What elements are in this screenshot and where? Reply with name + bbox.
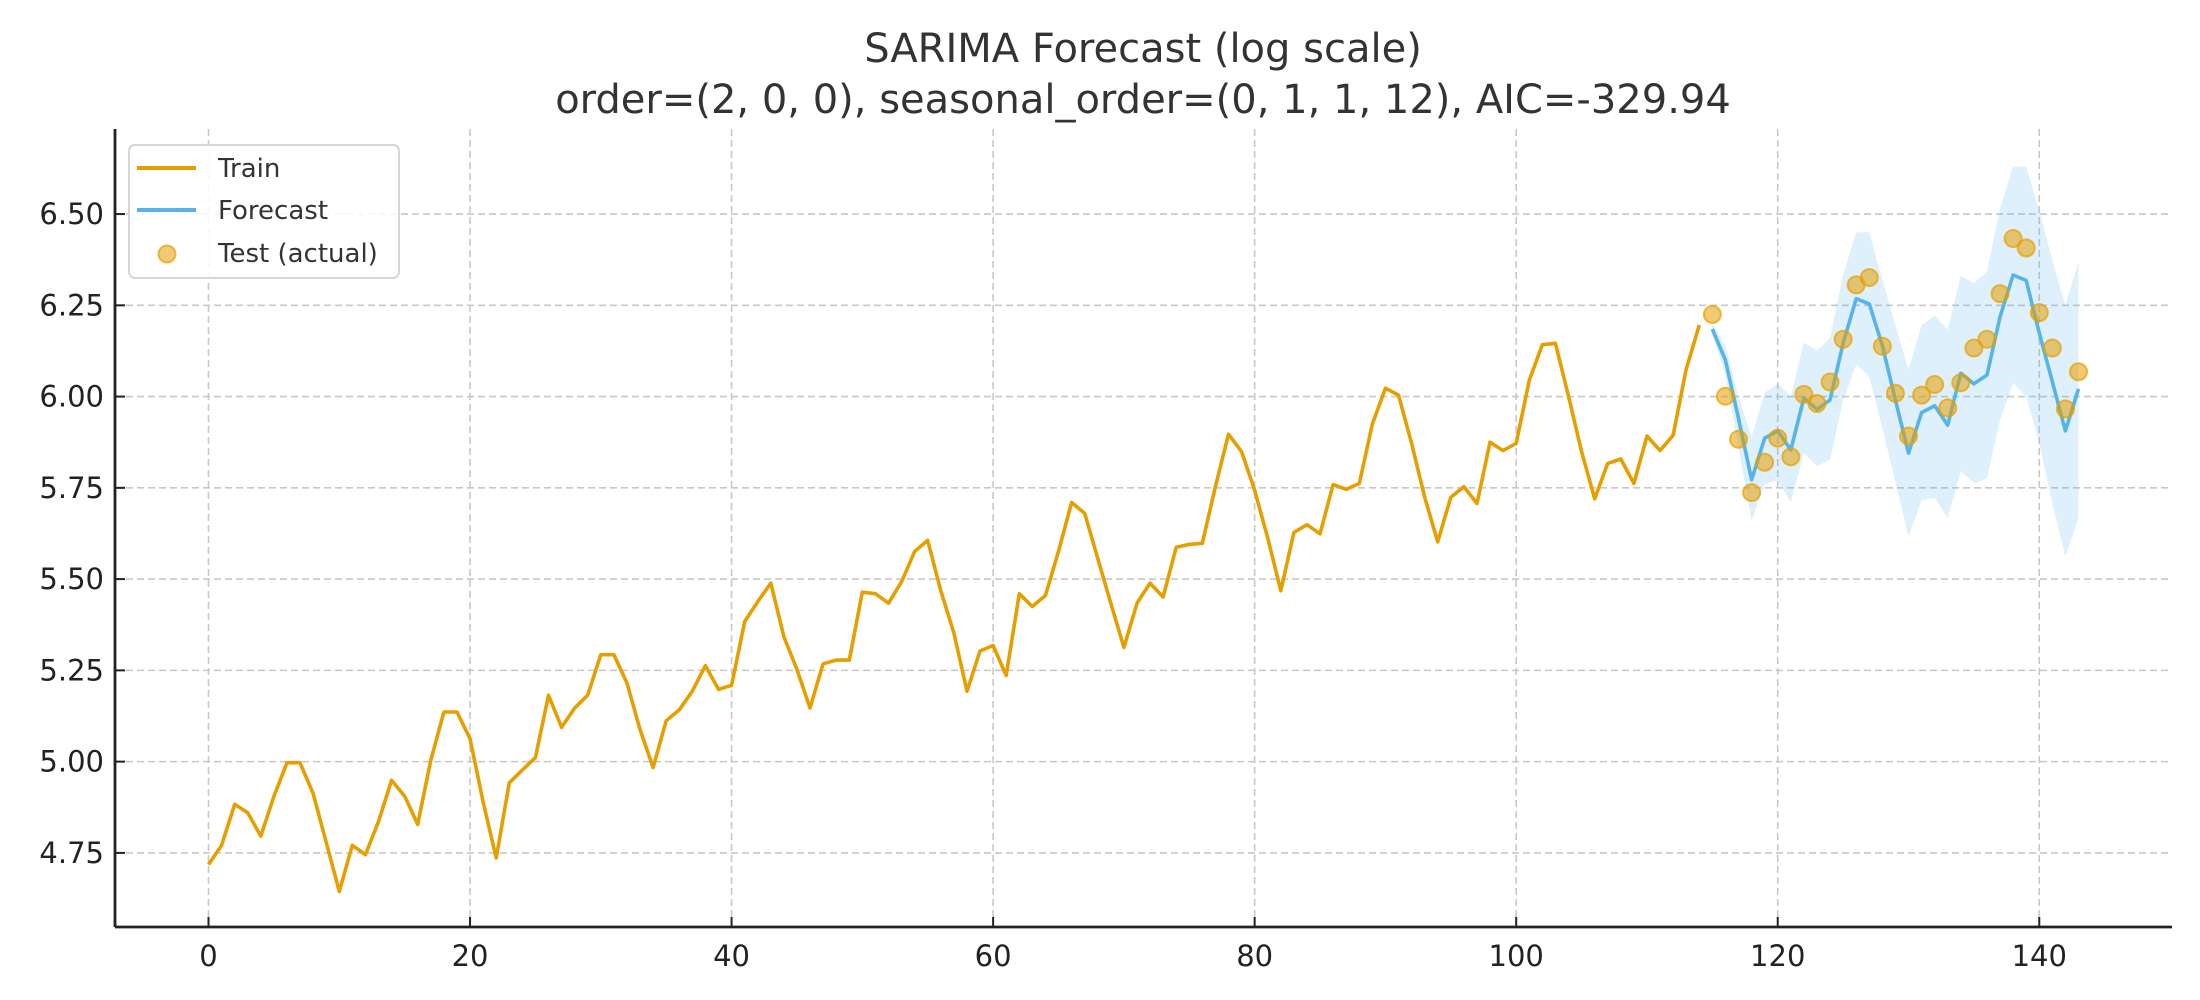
- test-point: [1742, 483, 1762, 503]
- legend-test-marker: [157, 244, 177, 264]
- x-tick-label: 0: [199, 939, 217, 973]
- y-tick-label: 6.25: [39, 288, 104, 322]
- test-point: [1951, 373, 1971, 393]
- test-points: [1702, 229, 2088, 503]
- test-point: [1715, 386, 1735, 406]
- test-point: [1872, 336, 1892, 356]
- y-tick-label: 5.50: [39, 562, 104, 596]
- test-point: [1768, 428, 1788, 448]
- train-line: [207, 324, 1702, 894]
- grid: [115, 129, 2172, 927]
- legend: Train Forecast Test (actual): [128, 144, 400, 279]
- test-point: [1977, 329, 1997, 349]
- x-tick-label: 100: [1489, 939, 1544, 973]
- chart-title: SARIMA Forecast (log scale): [864, 26, 1422, 72]
- test-point: [1833, 329, 1853, 349]
- legend-box: [128, 144, 400, 279]
- test-point: [1729, 429, 1748, 449]
- test-point: [1781, 447, 1801, 467]
- x-tick-label: 80: [1236, 939, 1273, 973]
- x-tick-label: 60: [975, 939, 1012, 973]
- test-point: [1899, 426, 1918, 446]
- forecast-interval-band: [1712, 166, 2079, 557]
- test-point: [1964, 338, 1984, 358]
- legend-test-label: Test (actual): [217, 239, 378, 269]
- y-tick-label: 5.00: [39, 745, 104, 779]
- y-tick-label: 4.75: [39, 836, 104, 870]
- test-point: [1859, 268, 1879, 288]
- test-point: [2055, 399, 2075, 419]
- test-point: [1807, 394, 1827, 414]
- x-tick-label: 40: [713, 939, 750, 973]
- test-point: [1990, 284, 2010, 304]
- test-point: [2069, 362, 2088, 382]
- test-point: [2029, 303, 2049, 323]
- test-point: [1912, 385, 1932, 405]
- test-point: [2016, 238, 2036, 258]
- legend-train-label: Train: [217, 154, 280, 184]
- test-point: [1755, 452, 1775, 472]
- test-point: [2003, 229, 2023, 249]
- test-point: [1702, 304, 1722, 324]
- y-tick-label: 5.75: [39, 471, 104, 505]
- x-tick-label: 120: [1750, 939, 1805, 973]
- axes: 0 20 40 60 80 100 120 140 4.75 5.00 5.25 5.50 5.75 6.…: [39, 129, 2172, 973]
- test-point: [1938, 398, 1958, 418]
- x-tick-label: 140: [2012, 939, 2067, 973]
- y-tick-label: 6.00: [39, 380, 104, 414]
- test-point: [1820, 372, 1840, 392]
- x-tick-label: 20: [452, 939, 489, 973]
- y-tick-label: 5.25: [39, 653, 104, 687]
- legend-forecast-label: Forecast: [218, 196, 328, 226]
- chart-subtitle: order=(2, 0, 0), seasonal_order=(0, 1, 1…: [555, 77, 1731, 123]
- test-point: [1885, 383, 1905, 403]
- test-point: [1794, 384, 1814, 404]
- test-point: [1925, 375, 1945, 395]
- y-tick-label: 6.50: [39, 197, 104, 231]
- test-point: [2042, 338, 2062, 358]
- forecast-interval-band-group: [1712, 166, 2079, 557]
